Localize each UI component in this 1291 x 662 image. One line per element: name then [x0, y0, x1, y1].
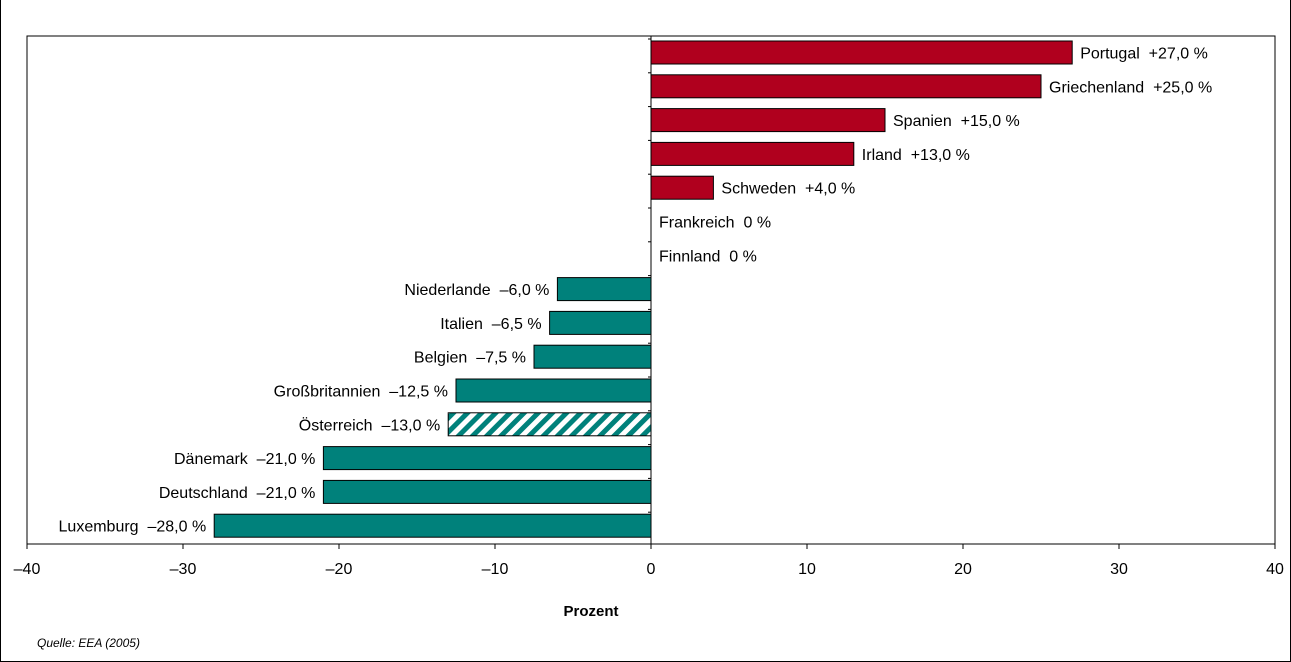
x-axis: –40 –30 –20 –10 0 10 20 30 40 [14, 36, 1284, 578]
data-label-finnland: Finnland 0 % [659, 248, 757, 265]
source-note: Quelle: EEA (2005) [37, 636, 140, 650]
data-label-portugal: Portugal +27,0 % [1080, 46, 1208, 63]
bar-portugal [650, 40, 1073, 65]
data-label-oesterreich: Österreich –13,0 % [299, 416, 440, 434]
data-label-grossbritannien: Großbritannien –12,5 % [274, 384, 448, 401]
bar-deutschland [322, 479, 652, 504]
data-label-daenemark: Dänemark –21,0 % [174, 451, 315, 468]
bar-italien [549, 310, 652, 335]
x-axis-title: Prozent [563, 603, 618, 620]
data-label-frankreich: Frankreich 0 % [659, 215, 771, 232]
x-tick-label: –40 [14, 561, 41, 578]
bar-grossbritannien [455, 378, 652, 403]
x-tick-label: 10 [798, 561, 816, 578]
bar-oesterreich [447, 412, 652, 437]
bar-daenemark [322, 446, 652, 471]
data-label-spanien: Spanien +15,0 % [893, 113, 1020, 130]
bar-niederlande [556, 277, 652, 302]
x-tick-label: 0 [647, 561, 656, 578]
data-label-griechenland: Griechenland +25,0 % [1049, 79, 1212, 96]
data-label-irland: Irland +13,0 % [862, 147, 970, 164]
data-label-luxemburg: Luxemburg –28,0 % [59, 519, 207, 536]
bars-layer [213, 40, 1073, 538]
bar-luxemburg [213, 513, 652, 538]
data-labels-layer: Portugal +27,0 % Griechenland +25,0 % Span… [59, 46, 1213, 536]
data-label-schweden: Schweden +4,0 % [721, 181, 855, 198]
bar-irland [650, 141, 855, 166]
x-tick-label: 30 [1110, 561, 1128, 578]
bar-belgien [533, 344, 652, 369]
data-label-belgien: Belgien –7,5 % [414, 350, 526, 367]
data-label-deutschland: Deutschland –21,0 % [159, 485, 316, 502]
bar-griechenland [650, 74, 1042, 99]
x-tick-label: –30 [170, 561, 197, 578]
x-tick-label: –20 [326, 561, 353, 578]
x-tick-label: 40 [1266, 561, 1284, 578]
x-tick-label: –10 [482, 561, 509, 578]
bar-schweden [650, 175, 714, 200]
x-tick-label: 20 [954, 561, 972, 578]
data-label-niederlande: Niederlande –6,0 % [404, 282, 549, 299]
data-label-italien: Italien –6,5 % [440, 316, 541, 333]
bar-spanien [650, 108, 886, 133]
